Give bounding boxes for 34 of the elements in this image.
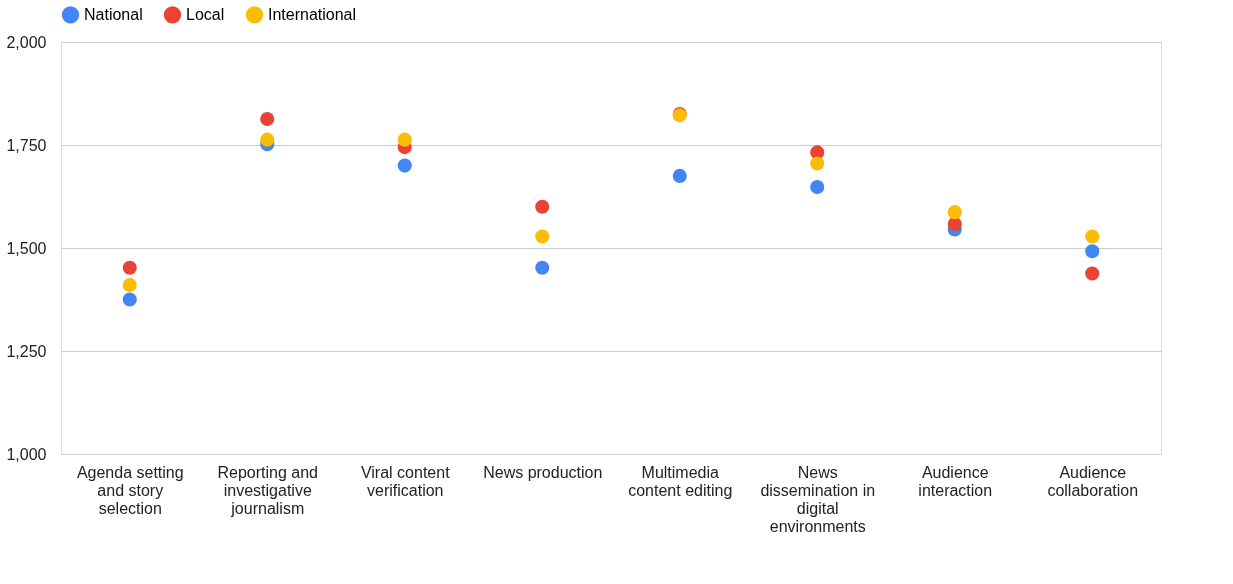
x-tick-label: Agenda setting and story selection bbox=[76, 463, 184, 517]
y-tick-label: 1,250 bbox=[6, 342, 47, 360]
y-tick-label: 1,500 bbox=[6, 239, 47, 257]
point bbox=[535, 229, 550, 244]
point bbox=[122, 278, 137, 293]
point bbox=[947, 217, 962, 232]
x-tick-label: Audience collaboration bbox=[1047, 463, 1139, 499]
legend-label: International bbox=[268, 5, 357, 23]
point bbox=[260, 111, 275, 127]
x-tick-label: Multimedia content editing bbox=[628, 463, 733, 499]
point bbox=[535, 260, 550, 275]
legend-label: Local bbox=[186, 5, 225, 23]
y-tick-label: 1,000 bbox=[6, 445, 47, 463]
x-tick-label: Audience interaction bbox=[918, 463, 993, 499]
point bbox=[947, 205, 962, 220]
point bbox=[1085, 266, 1100, 281]
point bbox=[122, 260, 137, 275]
point bbox=[1085, 229, 1100, 244]
point bbox=[122, 292, 137, 307]
y-tick-label: 2,000 bbox=[6, 33, 47, 51]
point bbox=[672, 168, 687, 183]
x-tick-label: Reporting and investigative journalism bbox=[217, 463, 319, 517]
point bbox=[397, 158, 412, 173]
point bbox=[1085, 244, 1100, 259]
y-tick-label: 1,750 bbox=[6, 136, 47, 154]
x-tick-label: Viral content verification bbox=[360, 463, 451, 499]
point bbox=[397, 132, 412, 147]
x-tick-label: News dissemination in digital environments bbox=[760, 463, 876, 535]
point bbox=[810, 179, 825, 195]
x-tick-label: News production bbox=[483, 463, 603, 481]
point bbox=[810, 156, 825, 171]
point bbox=[535, 199, 550, 214]
point bbox=[260, 132, 275, 147]
legend-label: National bbox=[84, 5, 143, 23]
